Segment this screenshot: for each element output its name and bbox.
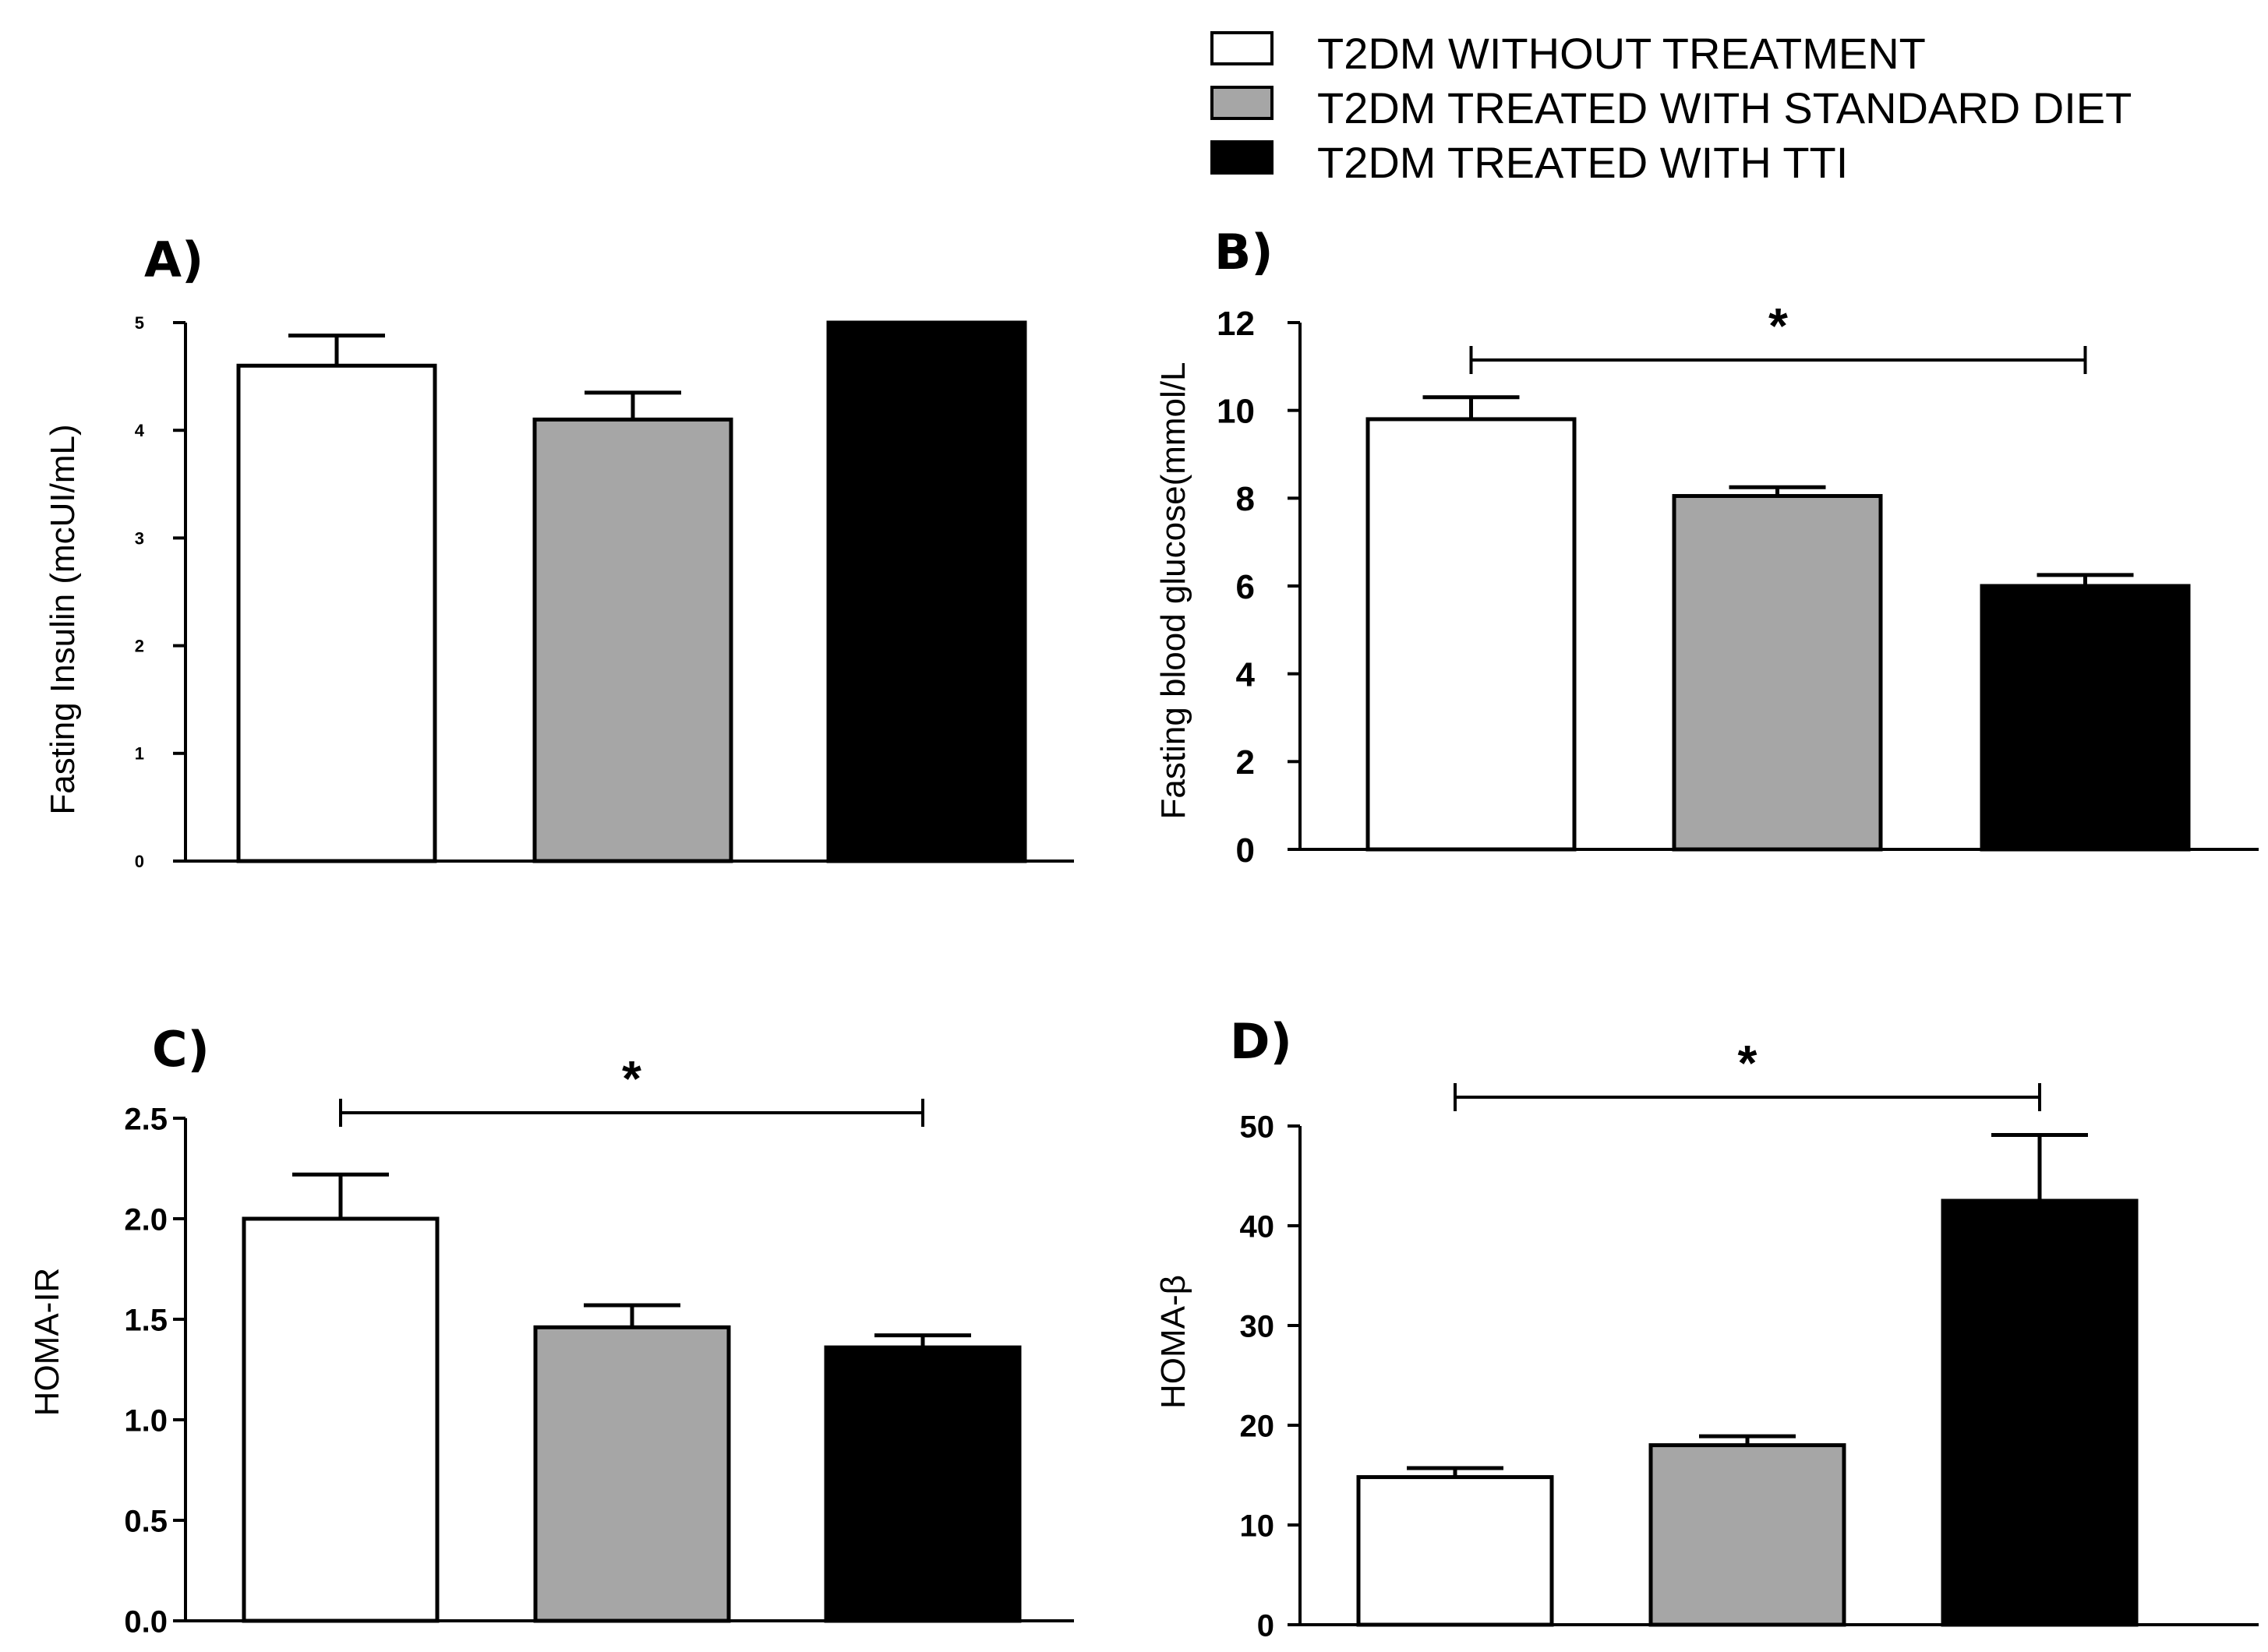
panel-a-ytick-label: 1 [135, 744, 144, 764]
panel-a-bar-untreated [236, 363, 437, 863]
panel-d-chart: 0 10 20 30 40 50 * [1240, 1035, 2259, 1643]
panel-c-bar-tti [824, 1345, 1022, 1623]
panel-a-ytick-label: 4 [135, 421, 145, 440]
panel-b-ytick-label: 2 [1236, 743, 1255, 782]
panel-b-ytick-label: 12 [1217, 305, 1255, 343]
panel-d-ytick-label: 20 [1240, 1409, 1275, 1443]
legend-label-standard-diet: T2DM TREATED WITH STANDARD DIET [1317, 83, 2132, 132]
legend-label-untreated: T2DM WITHOUT TREATMENT [1317, 29, 1926, 78]
panel-b: B) Fasting blood glucose(mmol/L 0 2 4 6 8 10 1… [1154, 224, 2259, 870]
panel-d-bar-untreated [1356, 1475, 1554, 1627]
panel-c-bar-standard-diet [533, 1325, 731, 1623]
panel-c-ylabel: HOMA-IR [28, 1268, 66, 1417]
panel-c-label: C) [152, 1021, 210, 1078]
legend-swatch-untreated [1210, 31, 1274, 65]
panel-d-ylabel: HOMA-β [1154, 1275, 1192, 1409]
panel-d-bar-tti [1941, 1198, 2139, 1627]
panel-d-ytick-label: 40 [1240, 1209, 1275, 1244]
panel-d-label: D) [1230, 1013, 1292, 1070]
panel-c: C) HOMA-IR 0.0 0.5 1.0 1.5 2.0 2.5 * [28, 1021, 1074, 1639]
panel-a-label: A) [144, 231, 203, 288]
panel-b-chart: 0 2 4 6 8 10 12 * [1217, 298, 2259, 870]
panel-b-label: B) [1214, 224, 1274, 281]
panel-c-bar-untreated [242, 1216, 440, 1623]
panel-d-significance-star: * [1738, 1035, 1758, 1091]
panel-d-ytick-label: 30 [1240, 1309, 1275, 1343]
panel-a-ytick-label: 0 [135, 852, 144, 871]
panel-b-bar-tti [1980, 584, 2191, 852]
panel-d-ytick-label: 10 [1240, 1509, 1275, 1543]
panel-b-ytick-label: 0 [1236, 831, 1255, 870]
panel-b-ytick-label: 6 [1236, 568, 1255, 606]
panel-a-bar-standard-diet [532, 417, 733, 863]
panel-a-ytick-label: 5 [135, 313, 144, 333]
legend: T2DM WITHOUT TREATMENT T2DM TREATED WITH… [1210, 29, 2132, 187]
panel-a-ylabel: Fasting Insulin (mcUI/mL) [44, 424, 82, 814]
panel-d-ytick-label: 0 [1257, 1608, 1274, 1643]
panel-b-bar-standard-diet [1672, 494, 1883, 852]
panel-c-ytick-label: 2.0 [124, 1202, 168, 1237]
panel-b-ylabel: Fasting blood glucose(mmol/L [1154, 362, 1192, 820]
panel-b-ytick-label: 10 [1217, 393, 1255, 431]
panel-b-bar-untreated [1365, 417, 1577, 852]
panel-c-ytick-label: 1.0 [124, 1403, 168, 1438]
panel-d-bar-standard-diet [1648, 1443, 1846, 1627]
legend-label-tti: T2DM TREATED WITH TTI [1317, 138, 1848, 187]
legend-swatch-tti [1210, 140, 1274, 175]
panel-c-chart: 0.0 0.5 1.0 1.5 2.0 2.5 * [124, 1050, 1074, 1639]
panel-c-significance-star: * [622, 1050, 641, 1107]
panel-d-ytick-label: 50 [1240, 1110, 1275, 1144]
panel-a: A) Fasting Insulin (mcUI/mL) 0 1 2 3 4 5 [44, 231, 1074, 871]
panel-d: D) HOMA-β 0 10 20 30 40 50 * [1154, 1013, 2259, 1643]
panel-c-ytick-label: 2.5 [124, 1102, 168, 1136]
panel-a-ytick-label: 3 [135, 528, 144, 548]
panel-a-ytick-label: 2 [135, 637, 144, 656]
panel-b-ytick-label: 8 [1236, 480, 1255, 518]
panel-a-chart: 0 1 2 3 4 5 [135, 313, 1074, 871]
panel-c-ytick-label: 0.0 [124, 1604, 168, 1639]
panel-a-bar-tti [826, 320, 1027, 863]
panel-b-significance-star: * [1768, 298, 1788, 354]
legend-swatch-standard-diet [1210, 86, 1274, 120]
panel-c-ytick-label: 0.5 [124, 1504, 168, 1538]
panel-c-ytick-label: 1.5 [124, 1303, 168, 1337]
panel-b-ytick-label: 4 [1236, 656, 1256, 694]
